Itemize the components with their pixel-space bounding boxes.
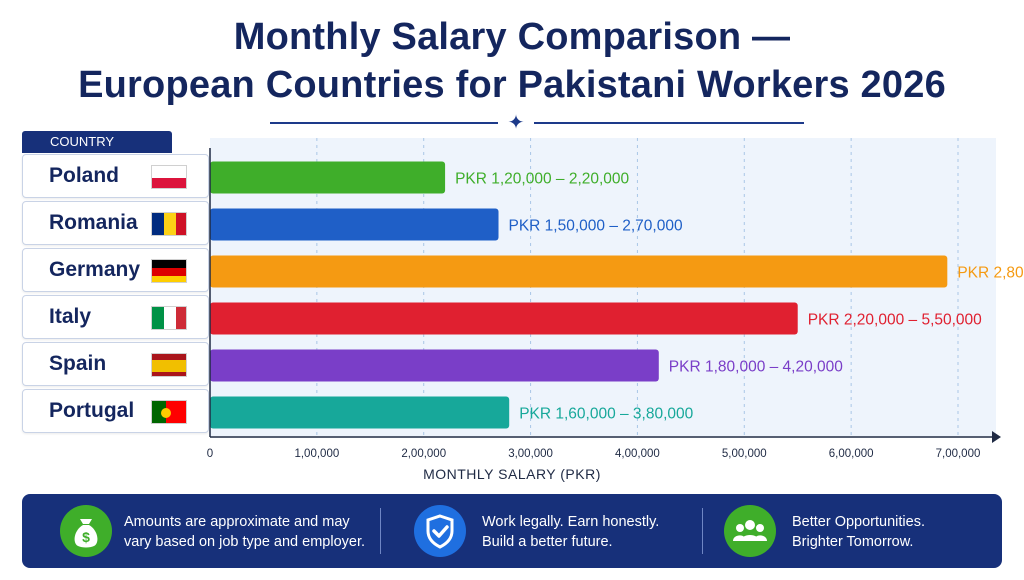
italy-flag-icon — [151, 306, 187, 330]
chart-title-line-2: European Countries for Pakistani Workers… — [78, 64, 946, 106]
x-tick-label: 1,00,000 — [294, 448, 339, 460]
banner-divider — [702, 508, 703, 554]
country-name: Germany — [49, 258, 141, 281]
bar — [210, 161, 446, 194]
data-label: PKR 1,50,000 – 2,70,000 — [509, 218, 683, 235]
data-label: PKR 1,20,000 – 2,20,000 — [455, 171, 629, 188]
title-ornament-left-line — [270, 122, 498, 124]
country-row: Portugal — [22, 389, 209, 433]
x-tick-label: 3,00,000 — [508, 448, 553, 460]
spain-flag-icon — [151, 353, 187, 377]
info-banner: $ Amounts are approximate and may vary b… — [22, 494, 1002, 568]
banner-divider — [380, 508, 381, 554]
people-group-icon — [724, 505, 776, 557]
banner-text-2-line-2: Build a better future. — [482, 534, 613, 550]
x-tick-label: 6,00,000 — [829, 448, 874, 460]
banner-text-2-line-1: Work legally. Earn honestly. — [482, 514, 660, 530]
bar — [210, 396, 510, 429]
country-name: Romania — [49, 211, 138, 234]
country-row: Germany — [22, 248, 209, 292]
banner-text-3-line-1: Better Opportunities. — [792, 514, 925, 530]
country-name: Spain — [49, 352, 107, 375]
country-row: Spain — [22, 342, 209, 386]
x-tick-label: 4,00,000 — [615, 448, 660, 460]
poland-flag-icon — [151, 165, 187, 189]
romania-flag-icon — [151, 212, 187, 236]
country-name: Poland — [49, 164, 120, 187]
data-label: PKR 1,60,000 – 3,80,000 — [519, 406, 693, 423]
country-name: Italy — [49, 305, 92, 328]
data-label: PKR 2,80,000 – 6,90,000 — [957, 265, 1024, 282]
bar-chart: PKR 1,20,000 – 2,20,000 PKR 1,50,000 – 2,… — [207, 138, 1024, 460]
money-bag-icon: $ — [60, 505, 112, 557]
x-axis-label: MONTHLY SALARY (PKR) — [423, 466, 601, 482]
country-row: Romania — [22, 201, 209, 245]
x-axis-arrow-icon — [992, 431, 1001, 443]
bar — [210, 349, 659, 382]
x-tick-label: 7,00,000 — [936, 448, 981, 460]
country-column-header: COUNTRY — [22, 131, 172, 153]
country-row: Italy — [22, 295, 209, 339]
chart-title-line-1: Monthly Salary Comparison — — [233, 16, 791, 58]
bar — [210, 208, 499, 241]
x-tick-label: 0 — [207, 448, 213, 460]
shield-check-icon — [414, 505, 466, 557]
portugal-flag-icon — [151, 400, 187, 424]
banner-text-1-line-1: Amounts are approximate and may — [124, 514, 350, 530]
svg-text:$: $ — [82, 529, 90, 545]
sparkle-icon: ✦ — [507, 112, 525, 134]
data-label: PKR 1,80,000 – 4,20,000 — [669, 359, 843, 376]
x-tick-label: 5,00,000 — [722, 448, 767, 460]
data-label: PKR 2,20,000 – 5,50,000 — [808, 312, 982, 329]
x-tick-label: 2,00,000 — [401, 448, 446, 460]
bar — [210, 255, 948, 288]
bar — [210, 302, 798, 335]
banner-text-3-line-2: Brighter Tomorrow. — [792, 534, 914, 550]
title-ornament-right-line — [534, 122, 804, 124]
germany-flag-icon — [151, 259, 187, 283]
country-row: Poland — [22, 154, 209, 198]
country-name: Portugal — [49, 399, 135, 422]
banner-text-1-line-2: vary based on job type and employer. — [124, 534, 366, 550]
